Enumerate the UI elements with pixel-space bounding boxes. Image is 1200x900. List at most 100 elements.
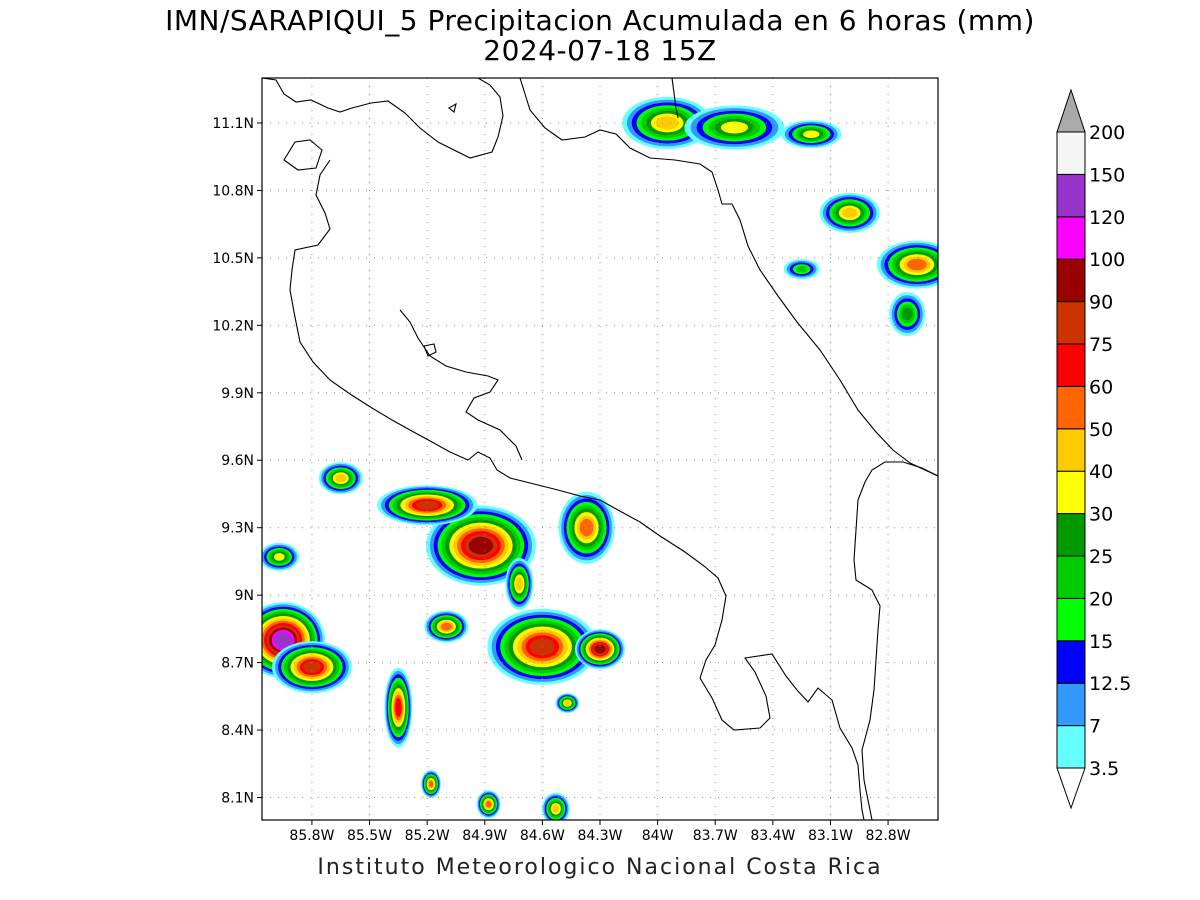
lat-tick-label: 9.3N <box>221 521 254 537</box>
colorbar-level-label: 100 <box>1089 249 1125 271</box>
precip-contour <box>720 121 749 134</box>
precip-contour <box>485 800 492 808</box>
precip-cell <box>384 667 413 748</box>
colorbar-swatch <box>1056 343 1086 387</box>
lon-tick-label: 84.6W <box>520 828 565 844</box>
lon-tick-label: 83.4W <box>750 828 795 844</box>
gridlines <box>262 78 938 820</box>
colorbar-swatch <box>1056 682 1086 727</box>
coastlines <box>262 78 938 820</box>
lon-tick-label: 83.1W <box>808 828 853 844</box>
lat-tick-label: 8.7N <box>221 656 254 672</box>
lon-tick-label: 85.8W <box>289 828 334 844</box>
colorbar-swatch <box>1056 385 1086 430</box>
colorbar-level-label: 40 <box>1089 461 1113 483</box>
precip-contour <box>468 536 494 555</box>
colorbar-swatch <box>1056 301 1086 345</box>
map-title: IMN/SARAPIQUI_5 Precipitacion Acumulada … <box>165 4 1035 37</box>
precip-cell <box>424 610 469 643</box>
precip-cell <box>541 792 570 820</box>
colorbar-level-label: 60 <box>1089 376 1113 398</box>
precip-contour <box>902 307 913 321</box>
precip-contour <box>428 780 434 788</box>
colorbar-swatch <box>1056 470 1086 515</box>
precip-cell <box>783 259 820 280</box>
colorbar-swatch <box>1056 725 1086 769</box>
precip-cell <box>262 542 300 571</box>
precip-contour <box>273 553 285 561</box>
precip-cell <box>377 485 478 526</box>
lon-tick-label: 83.7W <box>693 828 738 844</box>
precip-cell <box>684 105 785 150</box>
colorbar-swatch <box>1056 513 1086 557</box>
precip-cell <box>558 491 615 564</box>
precip-cell <box>889 292 926 337</box>
precip-cell <box>476 790 501 819</box>
colorbar-max-arrow <box>1056 88 1086 133</box>
lon-tick-label: 82.8W <box>866 828 911 844</box>
precip-contour <box>440 622 452 631</box>
precip-contour <box>594 644 606 654</box>
precip-contour <box>564 700 571 706</box>
precip-contour <box>907 258 927 271</box>
precip-cell <box>271 641 352 694</box>
lat-tick-label: 9.9N <box>221 386 254 402</box>
precipitation-layer <box>262 96 938 820</box>
precip-contour <box>655 116 679 130</box>
map-timestamp: 2024-07-18 15Z <box>483 34 717 67</box>
lon-tick-label: 84.3W <box>577 828 622 844</box>
precip-contour <box>803 130 820 139</box>
precip-contour <box>795 265 808 273</box>
precip-contour <box>579 518 594 537</box>
colorbar-swatch <box>1056 173 1086 218</box>
precip-contour <box>274 632 292 649</box>
axis-tick-labels: 8.1N 8.4N 8.7N 9N 9.3N 9.6N 9.9N 10.2N 10.5N 10.8… <box>212 116 910 844</box>
precip-cell <box>318 462 363 495</box>
colorbar-level-label: 150 <box>1089 164 1125 186</box>
precip-cell <box>819 192 880 233</box>
precip-contour <box>841 207 858 219</box>
lat-tick-label: 9N <box>235 588 254 604</box>
precip-cell <box>555 693 580 714</box>
plot-frame <box>261 77 939 821</box>
colorbar-swatch <box>1056 258 1086 303</box>
precip-contour <box>552 804 560 813</box>
colorbar-level-label: 12.5 <box>1089 673 1131 695</box>
colorbar-level-label: 75 <box>1089 334 1113 356</box>
colorbar-level-label: 90 <box>1089 292 1113 314</box>
precip-cell <box>575 629 625 670</box>
precip-cell <box>505 557 534 610</box>
lat-tick-label: 10.8N <box>212 183 254 199</box>
lon-tick-label: 84W <box>642 828 674 844</box>
colorbar-swatch <box>1056 555 1086 599</box>
lon-tick-label: 84.9W <box>462 828 507 844</box>
lat-tick-label: 8.4N <box>221 723 254 739</box>
colorbar-min-arrow <box>1056 767 1086 810</box>
lat-tick-label: 10.2N <box>212 318 254 334</box>
colorbar-legend: 3.5 7 12.5 15 20 25 30 40 50 60 75 90 100 120 150 200 <box>1056 88 1131 810</box>
lat-tick-label: 8.1N <box>221 791 254 807</box>
precip-cell <box>421 770 441 799</box>
colorbar-level-label: 25 <box>1089 546 1113 568</box>
lon-tick-label: 85.5W <box>347 828 392 844</box>
colorbar-swatch <box>1056 428 1086 472</box>
colorbar-level-label: 30 <box>1089 504 1113 526</box>
colorbar-swatch <box>1056 640 1086 684</box>
precip-contour <box>395 698 402 717</box>
precip-contour <box>515 577 523 591</box>
footer-credit: Instituto Meteorologico Nacional Costa R… <box>317 855 883 880</box>
colorbar-level-label: 200 <box>1089 122 1125 144</box>
precip-cell <box>876 240 938 289</box>
colorbar-level-label: 7 <box>1089 716 1101 738</box>
precip-contour <box>335 474 347 483</box>
colorbar-level-label: 50 <box>1089 419 1113 441</box>
precip-cell <box>781 120 842 149</box>
lat-tick-label: 9.6N <box>221 453 254 469</box>
colorbar-swatch <box>1056 597 1086 642</box>
lat-tick-label: 11.1N <box>212 116 254 132</box>
precip-cell <box>425 505 536 586</box>
colorbar-level-label: 120 <box>1089 207 1125 229</box>
precip-contour <box>415 500 439 510</box>
precip-contour <box>302 661 322 674</box>
